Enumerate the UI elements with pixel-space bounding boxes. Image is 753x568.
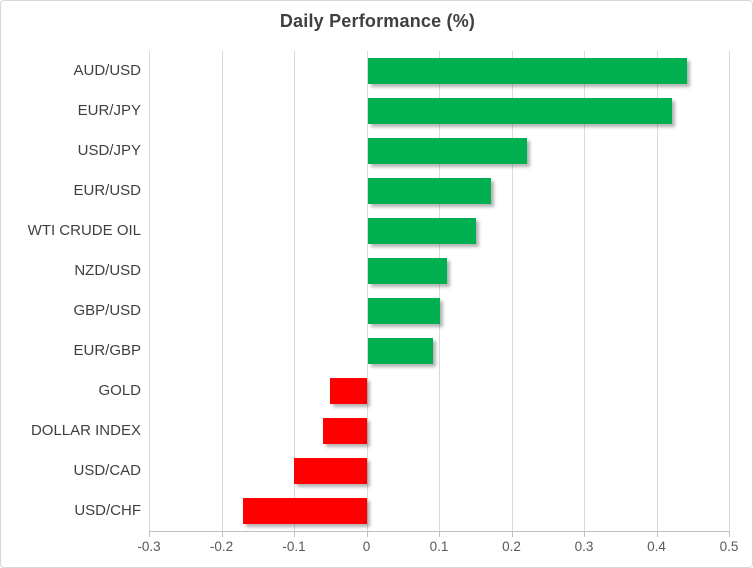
bar-dollar-index: [323, 418, 367, 444]
category-label: DOLLAR INDEX: [30, 422, 141, 439]
category-label: USD/JPY: [77, 142, 141, 159]
category-label: USD/CAD: [73, 462, 141, 479]
bar-row: [149, 371, 729, 411]
bar-row: [149, 171, 729, 211]
gridline: [511, 51, 513, 531]
bar-row: [149, 51, 729, 91]
bar-gold: [330, 378, 367, 404]
bar-eur-jpy: [367, 98, 672, 124]
category-label: EUR/USD: [73, 182, 141, 199]
x-tick-label: 0: [362, 539, 371, 554]
gridline: [584, 51, 585, 531]
axis-tick: [294, 532, 295, 537]
axis-tick: [149, 532, 150, 537]
gridline: [729, 51, 730, 531]
bar-usd-jpy: [367, 138, 527, 164]
bar-eur-usd: [367, 178, 491, 204]
bar-row: [149, 131, 729, 171]
x-tick-label: 0.2: [502, 539, 521, 554]
gridline: [149, 51, 150, 531]
bar-row: [149, 331, 729, 371]
bar-row: [149, 411, 729, 451]
x-tick-label: 0.4: [647, 539, 666, 554]
axis-tick: [439, 532, 440, 537]
category-label: EUR/GBP: [73, 342, 141, 359]
bar-gbp-usd: [367, 298, 440, 324]
category-label: NZD/USD: [74, 262, 141, 279]
bar-eur-gbp: [367, 338, 433, 364]
axis-tick: [656, 532, 658, 537]
gridline: [366, 51, 368, 531]
bar-row: [149, 291, 729, 331]
bar-row: [149, 251, 729, 291]
category-label: GOLD: [98, 382, 141, 399]
x-tick-label: -0.3: [137, 539, 161, 554]
chart-title: Daily Performance (%): [279, 11, 476, 31]
category-label: USD/CHF: [74, 502, 141, 519]
category-label: GBP/USD: [73, 302, 141, 319]
x-tick-label: -0.2: [209, 539, 234, 554]
axis-tick: [221, 532, 223, 537]
x-tick-label: -0.1: [282, 539, 306, 554]
axis-tick: [584, 532, 585, 537]
bar-nzd-usd: [367, 258, 448, 284]
axis-tick: [729, 532, 730, 537]
gridline: [221, 51, 223, 531]
bar-row: [149, 491, 729, 531]
category-label: EUR/JPY: [77, 102, 141, 119]
bar-row: [149, 91, 729, 131]
axis-tick: [366, 532, 368, 537]
bar-usd-chf: [243, 498, 367, 524]
category-label: WTI CRUDE OIL: [27, 222, 141, 239]
axis-tick: [511, 532, 513, 537]
bar-row: [149, 451, 729, 491]
category-label: AUD/USD: [73, 62, 141, 79]
gridline: [294, 51, 295, 531]
x-axis-line: [149, 531, 730, 532]
bar-aud-usd: [367, 58, 687, 84]
bar-wti-crude-oil: [367, 218, 477, 244]
x-tick-label: 0.5: [719, 539, 739, 554]
x-tick-label: 0.3: [574, 539, 594, 554]
plot-area: [149, 51, 730, 531]
gridline: [439, 51, 440, 531]
bar-usd-cad: [294, 458, 367, 484]
x-tick-label: 0.1: [429, 539, 449, 554]
bar-row: [149, 211, 729, 251]
gridline: [656, 51, 658, 531]
